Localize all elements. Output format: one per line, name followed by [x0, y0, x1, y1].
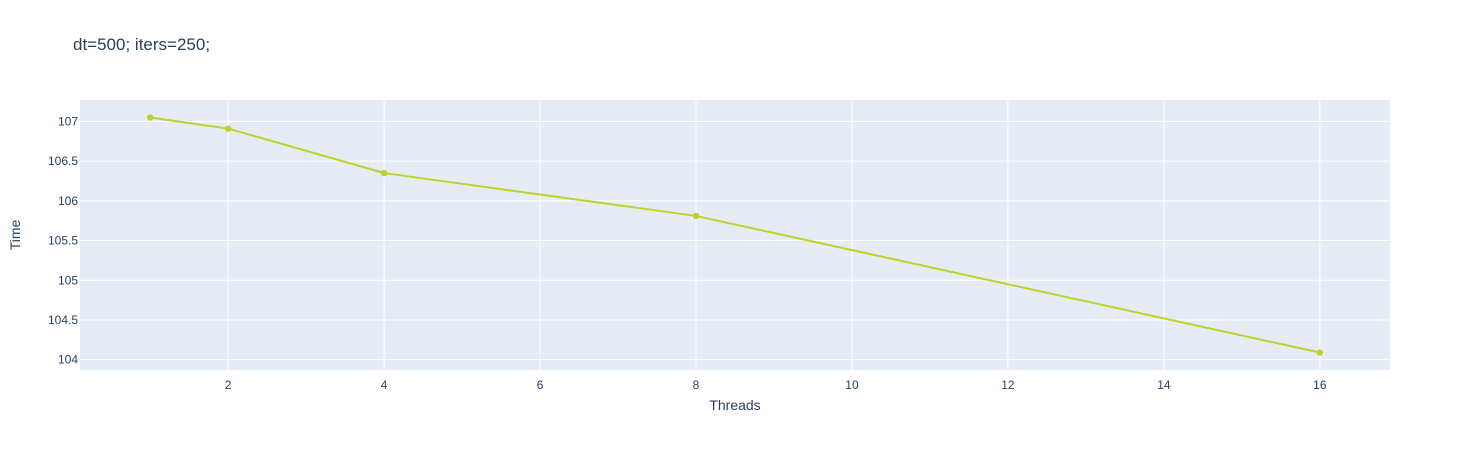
y-axis-ticks: 104 104.5 105 105.5 106 106.5 107	[48, 114, 78, 366]
y-tick-label: 106.5	[48, 154, 78, 168]
data-point	[146, 114, 154, 121]
x-axis-ticks: 2 4 6 8 10 12 14 16	[225, 378, 1327, 392]
x-tick-label: 4	[381, 378, 388, 392]
y-tick-label: 105.5	[48, 234, 78, 248]
x-tick-label: 14	[1157, 378, 1171, 392]
x-tick-label: 6	[537, 378, 544, 392]
x-tick-label: 16	[1313, 378, 1327, 392]
series-layer	[146, 114, 1324, 356]
plot-area	[80, 100, 1390, 370]
x-tick-label: 8	[693, 378, 700, 392]
data-point	[224, 125, 232, 132]
y-tick-label: 105	[58, 273, 78, 287]
x-axis-title: Threads	[709, 397, 760, 413]
y-axis-title: Time	[7, 219, 23, 250]
data-point	[692, 212, 700, 220]
data-point	[1316, 349, 1324, 356]
x-tick-label: 2	[225, 378, 232, 392]
data-point	[380, 169, 388, 177]
x-tick-label: 10	[845, 378, 859, 392]
y-tick-label: 106	[58, 194, 78, 208]
y-tick-label: 104.5	[48, 313, 78, 327]
chart-title: dt=500; iters=250;	[73, 35, 210, 54]
y-tick-label: 104	[58, 353, 78, 367]
x-tick-label: 12	[1001, 378, 1015, 392]
y-tick-label: 107	[58, 114, 78, 128]
